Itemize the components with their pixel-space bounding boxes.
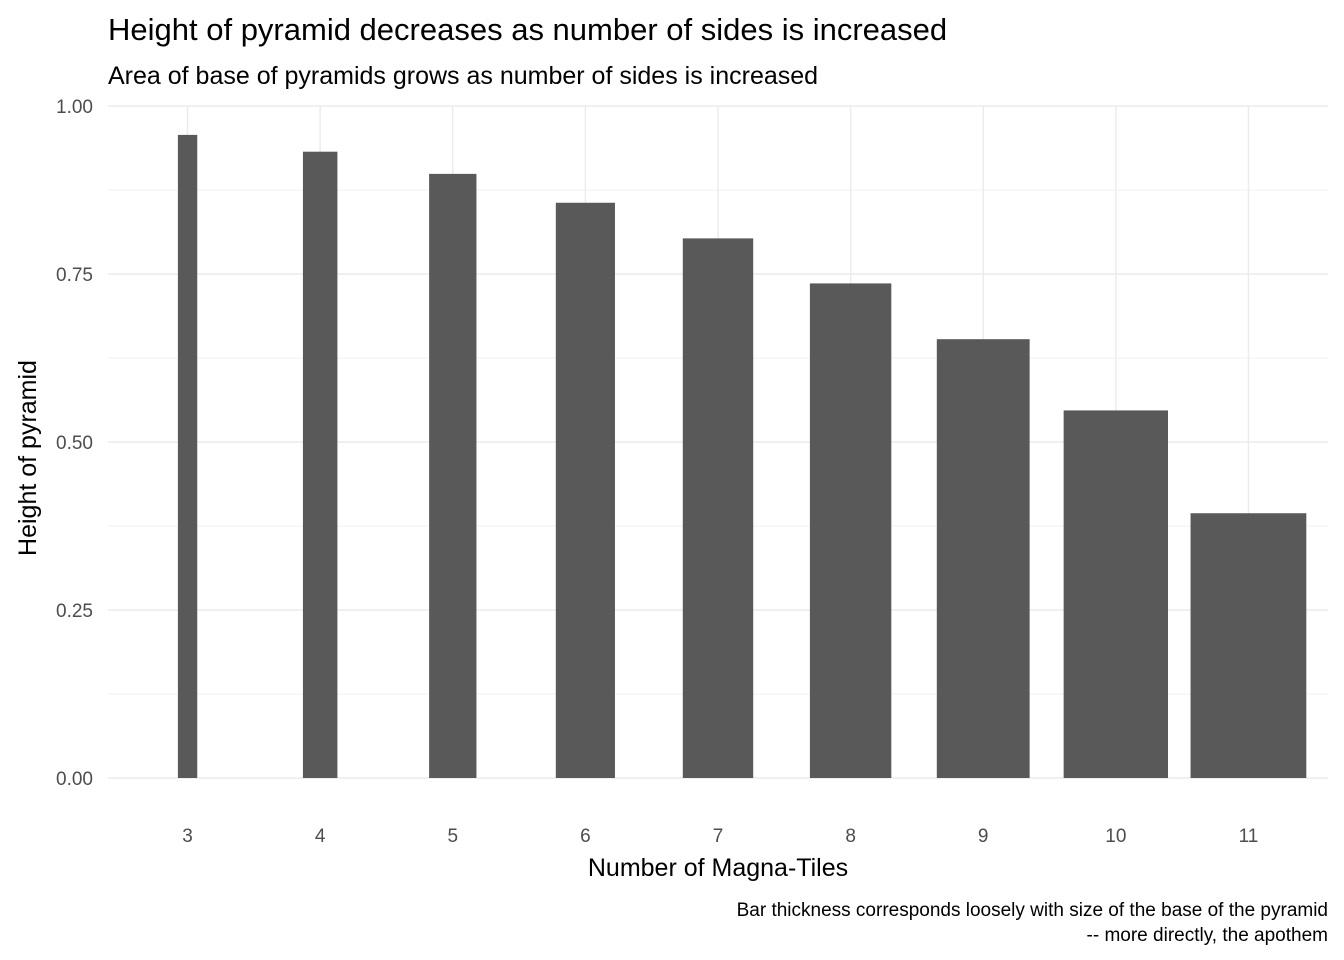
bar-7 — [682, 238, 754, 778]
y-tick-label: 0.75 — [56, 265, 93, 286]
bar-11 — [1190, 513, 1307, 778]
x-tick-label: 4 — [315, 826, 326, 847]
bar-10 — [1063, 410, 1169, 778]
y-tick-label: 0.25 — [56, 601, 93, 622]
x-tick-label: 8 — [845, 826, 856, 847]
y-tick-label: 0.50 — [56, 433, 93, 454]
x-tick-label: 9 — [978, 826, 989, 847]
bar-9 — [936, 339, 1030, 778]
x-tick-label: 7 — [713, 826, 724, 847]
x-tick-label: 3 — [182, 826, 193, 847]
x-tick-label: 5 — [447, 826, 458, 847]
y-tick-label: 0.00 — [56, 769, 93, 790]
chart-title: Height of pyramid decreases as number of… — [108, 12, 947, 47]
x-tick-label: 11 — [1239, 826, 1259, 847]
bar-4 — [302, 151, 338, 779]
bar-5 — [429, 173, 477, 778]
bar-8 — [809, 283, 892, 778]
x-tick-labels: 3 4 5 6 7 8 9 10 11 — [182, 826, 1258, 847]
caption-line-1: Bar thickness corresponds loosely with s… — [737, 900, 1328, 921]
y-tick-labels: 0.00 0.25 0.50 0.75 1.00 — [56, 97, 93, 790]
bar-3 — [177, 134, 198, 778]
y-axis-title: Height of pyramid — [14, 360, 42, 556]
y-tick-label: 1.00 — [56, 97, 93, 118]
bar-6 — [555, 202, 615, 778]
bars — [177, 134, 1307, 779]
x-axis-title: Number of Magna-Tiles — [588, 854, 848, 882]
x-tick-label: 10 — [1105, 826, 1126, 847]
x-tick-label: 6 — [580, 826, 591, 847]
caption-line-2: -- more directly, the apothem — [1087, 925, 1328, 946]
chart-subtitle: Area of base of pyramids grows as number… — [108, 62, 818, 90]
